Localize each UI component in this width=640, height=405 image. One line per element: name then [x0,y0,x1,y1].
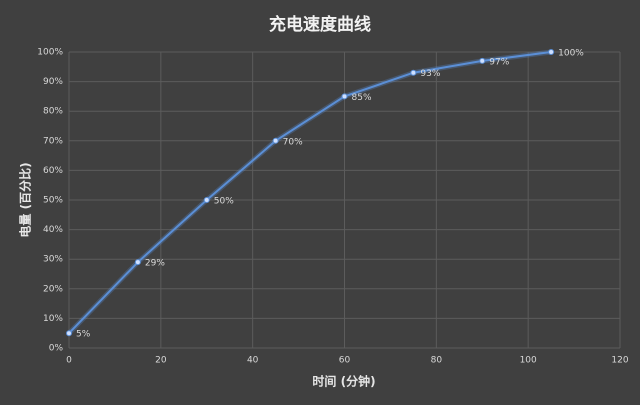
y-tick-label: 40% [43,225,63,235]
marker [134,259,141,266]
x-tick-label: 80 [431,356,443,366]
y-tick-label: 10% [43,314,63,324]
x-tick-label: 0 [66,356,72,366]
x-axis-title: 时间 (分钟) [312,374,375,389]
y-tick-label: 100% [37,48,63,58]
marker [548,49,555,55]
data-label: 50% [214,197,234,207]
data-label: 85% [352,93,372,103]
x-tick-label: 60 [339,356,351,366]
y-tick-label: 30% [43,255,63,265]
plot-area: 5% 29% 50% 70% 85% 93% 97% 100% [66,49,584,340]
chart-title: 充电速度曲线 [269,14,371,35]
data-label: 5% [76,330,91,340]
marker [203,197,210,203]
marker [66,330,72,337]
y-tick-label: 50% [43,196,63,206]
y-tick-label: 0% [49,344,64,354]
data-label: 93% [420,69,440,79]
y-tick-label: 90% [43,77,63,87]
y-tick-label: 80% [43,107,63,117]
y-tick-label: 70% [43,136,63,146]
y-axis-title: 电量 (百分比) [18,162,33,237]
line [68,51,552,334]
x-tick-label: 20 [155,356,167,366]
x-tick-label: 40 [247,356,259,366]
x-tick-label: 100 [520,356,537,366]
marker [410,69,417,76]
marker [272,137,279,144]
marker [479,57,486,64]
y-tick-label: 60% [43,166,63,176]
data-label: 70% [283,137,303,147]
data-label: 97% [489,57,509,67]
x-tick-label: 120 [611,356,628,366]
data-label: 100% [558,49,584,59]
y-tick-label: 20% [43,284,63,294]
data-label: 29% [145,259,165,269]
marker [341,93,348,100]
grid: 0% 10% 20% 30% 40% 50% 60% 70% 80% 90% 100% 0 20 40 60… [37,48,629,366]
